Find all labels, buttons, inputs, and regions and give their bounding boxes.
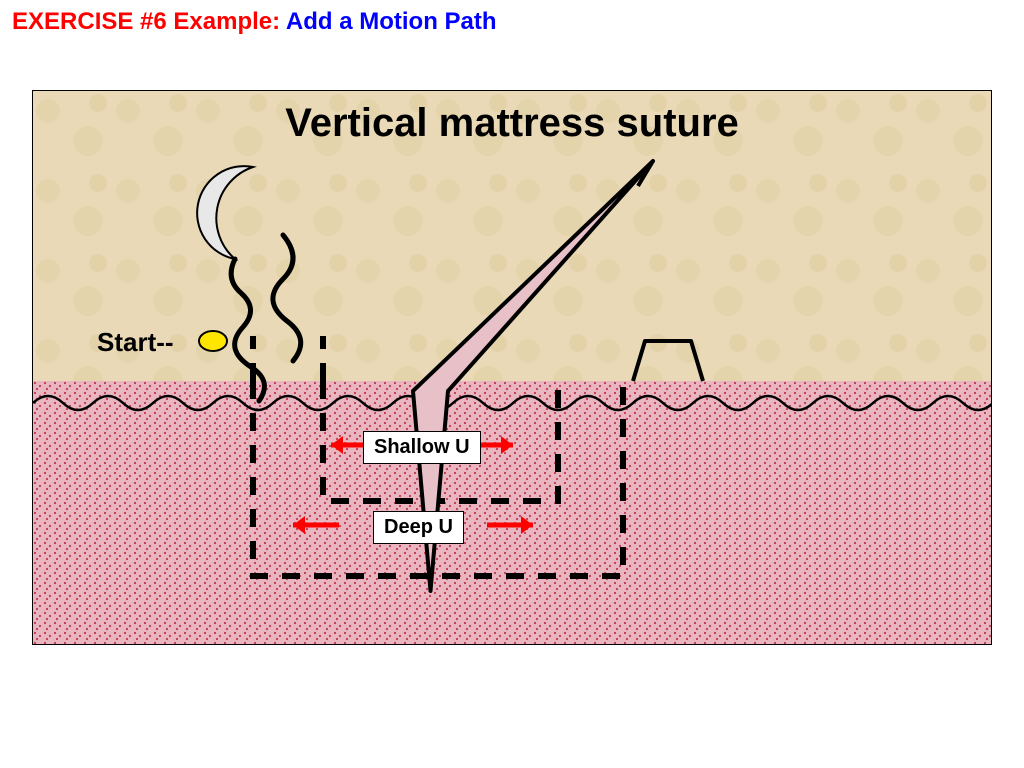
- slide-header: EXERCISE #6 Example: Add a Motion Path: [12, 8, 497, 36]
- diagram-frame: Vertical mattress suture Start-- Shallow…: [32, 90, 992, 645]
- header-prefix: EXERCISE #6 Example:: [12, 8, 280, 35]
- shallow-u-label: Shallow U: [363, 431, 481, 464]
- header-suffix: Add a Motion Path: [280, 8, 496, 35]
- start-label: Start--: [97, 327, 174, 358]
- diagram-canvas: [33, 91, 991, 644]
- diagram-title: Vertical mattress suture: [33, 101, 991, 146]
- deep-u-label: Deep U: [373, 511, 464, 544]
